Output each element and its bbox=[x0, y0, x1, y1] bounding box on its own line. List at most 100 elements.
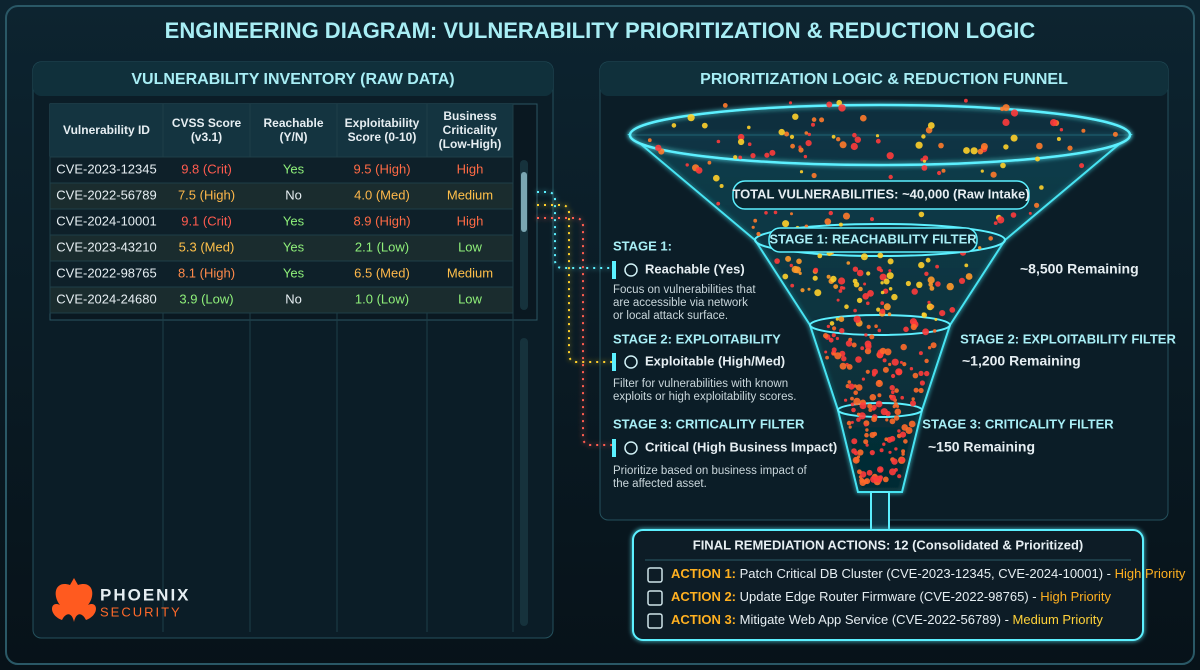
particle bbox=[988, 236, 993, 241]
table-cell: 2.1 (Low) bbox=[355, 239, 409, 254]
particle bbox=[980, 169, 984, 173]
stage-marker bbox=[612, 353, 616, 371]
particle bbox=[891, 358, 899, 366]
particle bbox=[877, 393, 882, 398]
particle bbox=[885, 418, 889, 422]
particle bbox=[764, 211, 768, 215]
particle bbox=[866, 301, 870, 306]
particle bbox=[895, 404, 900, 408]
stage-heading: STAGE 1: bbox=[613, 238, 672, 253]
stage-marker bbox=[612, 439, 616, 457]
particle bbox=[877, 328, 882, 333]
particle bbox=[856, 269, 864, 277]
particle bbox=[1010, 109, 1019, 117]
particle bbox=[910, 323, 917, 331]
particle bbox=[707, 160, 712, 165]
table-row bbox=[49, 286, 514, 314]
particle bbox=[722, 103, 728, 108]
particle bbox=[747, 125, 751, 130]
particle bbox=[930, 342, 937, 349]
particle bbox=[1079, 163, 1085, 169]
particle bbox=[813, 267, 819, 273]
particle bbox=[918, 387, 924, 394]
particle bbox=[894, 388, 899, 393]
column-header: Business bbox=[443, 109, 497, 123]
particle bbox=[695, 167, 703, 174]
particle bbox=[888, 450, 892, 454]
particle bbox=[924, 358, 929, 364]
particle bbox=[852, 132, 857, 138]
inventory-header bbox=[33, 62, 553, 96]
particle bbox=[924, 370, 930, 377]
particle bbox=[886, 272, 894, 280]
particle bbox=[792, 113, 799, 120]
particle bbox=[990, 171, 997, 178]
column-header: CVSS Score bbox=[172, 116, 242, 130]
particle bbox=[883, 303, 891, 311]
particle bbox=[889, 394, 897, 401]
particle bbox=[831, 347, 837, 353]
particle bbox=[865, 343, 872, 350]
particle bbox=[782, 220, 790, 228]
particle bbox=[860, 346, 865, 351]
particle bbox=[970, 147, 978, 155]
particle bbox=[918, 351, 923, 356]
filter-label: STAGE 2: EXPLOITABILITY FILTER bbox=[960, 331, 1176, 346]
particle bbox=[871, 372, 877, 377]
action-label: ACTION 3: bbox=[671, 612, 736, 627]
particle bbox=[876, 307, 881, 312]
particle bbox=[859, 402, 867, 410]
particle bbox=[879, 308, 886, 314]
particle bbox=[832, 352, 836, 356]
particle bbox=[850, 396, 854, 401]
filter-label: STAGE 1: REACHABILITY FILTER bbox=[769, 231, 977, 246]
particle bbox=[918, 211, 925, 218]
particle bbox=[836, 99, 842, 106]
table-row bbox=[49, 234, 514, 262]
remaining-label: ~1,200 Remaining bbox=[962, 353, 1081, 369]
remaining-label: ~150 Remaining bbox=[928, 439, 1035, 455]
particle bbox=[910, 400, 916, 407]
table: Vulnerability ID CVSS Score(v3.1) Reachabl… bbox=[49, 103, 538, 632]
particle bbox=[804, 131, 809, 135]
particle bbox=[839, 362, 847, 370]
particle bbox=[863, 282, 867, 286]
particle bbox=[836, 298, 840, 302]
particle bbox=[796, 258, 802, 265]
funnel-stem bbox=[870, 491, 890, 531]
particle bbox=[829, 321, 835, 326]
particle bbox=[853, 308, 857, 313]
funnel-rim bbox=[628, 103, 1132, 167]
particle bbox=[879, 273, 887, 281]
particle bbox=[751, 225, 755, 229]
particle bbox=[894, 408, 902, 416]
table-cell: 3.9 (Low) bbox=[179, 291, 233, 306]
filter-box bbox=[768, 227, 978, 253]
particle bbox=[889, 435, 896, 442]
particle bbox=[1039, 185, 1044, 190]
particle bbox=[798, 147, 804, 153]
stage-icon bbox=[624, 441, 638, 455]
particle bbox=[1056, 137, 1061, 141]
particle bbox=[980, 143, 988, 150]
particle bbox=[1028, 211, 1032, 215]
stage-marker bbox=[612, 261, 616, 279]
particle bbox=[1035, 156, 1040, 162]
table-row bbox=[49, 156, 514, 184]
particle bbox=[841, 356, 847, 362]
particle bbox=[866, 324, 871, 329]
particle bbox=[865, 428, 869, 432]
particle bbox=[811, 122, 815, 127]
particle bbox=[647, 138, 652, 143]
particle bbox=[826, 101, 833, 108]
particle bbox=[864, 423, 868, 427]
particle bbox=[965, 273, 973, 280]
particle bbox=[685, 163, 689, 167]
particle bbox=[865, 443, 869, 447]
stage-check: Reachable (Yes) bbox=[645, 261, 745, 276]
particle bbox=[756, 231, 761, 237]
action-icon bbox=[647, 567, 663, 583]
particle bbox=[935, 281, 941, 287]
particle bbox=[935, 264, 939, 269]
particle bbox=[1112, 131, 1118, 137]
